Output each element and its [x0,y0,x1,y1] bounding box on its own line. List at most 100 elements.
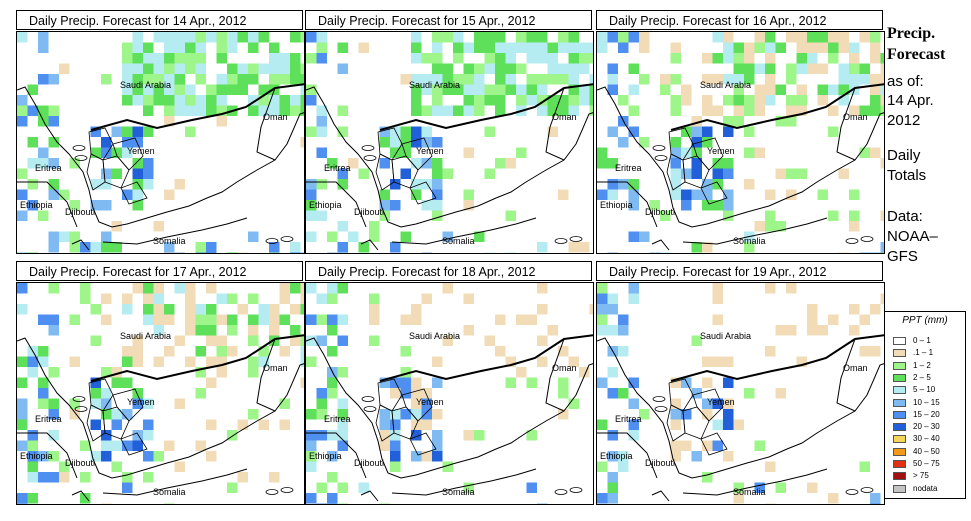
precip-cell [59,231,70,242]
precip-cell [337,283,348,294]
djibouti-border [651,239,670,251]
place-label-oman: Oman [843,363,868,373]
saudi-yemen-border [379,83,593,131]
precip-cell [828,42,839,53]
precip-cell [80,493,91,504]
precip-cell [607,472,618,483]
precip-cell [411,74,422,85]
precip-cell [765,461,776,472]
precip-cell [337,440,348,451]
precip-cell [670,377,681,388]
governorate-boundary [377,378,403,412]
precip-cell [558,32,569,43]
precip-cell [327,377,338,388]
coastline [306,337,593,479]
precip-cell [786,116,797,127]
precip-cell [607,367,618,378]
precip-cell [712,314,723,325]
precip-cell [744,147,755,158]
precip-cell [828,210,839,221]
precip-cell [723,200,734,211]
precip-cell [185,95,196,106]
precip-cell [269,314,280,325]
precip-cell [143,451,154,462]
precip-cell [828,84,839,95]
precip-cell [628,189,639,200]
precip-cell [505,356,516,367]
precip-cell [390,419,401,430]
precip-cell [579,84,590,95]
precip-cell [859,147,870,158]
island-outline [363,406,377,412]
legend-swatch [893,460,906,468]
precip-cell [185,84,196,95]
precip-cell [733,53,744,64]
precip-cell [807,482,818,493]
saudi-yemen-border [90,83,304,131]
precip-cell [744,242,755,253]
precip-cell [111,126,122,137]
precip-cell [132,53,143,64]
precip-cell [27,84,38,95]
precip-cell [327,430,338,441]
legend-label: .1 – 1 [913,348,934,358]
precip-cell [17,168,28,179]
precip-cell [390,200,401,211]
precip-cell [174,63,185,74]
precip-cell [432,168,443,179]
precip-cell [870,42,881,53]
precip-cell [316,398,327,409]
precip-cell [432,105,443,116]
precip-cell [164,116,175,127]
precip-cell [411,388,422,399]
precip-cell [618,137,629,148]
precip-cell [279,283,290,294]
precip-cell [828,53,839,64]
precip-cell [195,314,206,325]
djibouti-border [651,490,670,502]
precip-cell [817,325,828,336]
precip-cell [227,314,238,325]
precip-cell [38,346,49,357]
precip-cell [607,189,618,200]
precip-cell [316,210,327,221]
precip-cell [733,482,744,493]
precip-cell [516,42,527,53]
precip-cell [258,105,269,116]
precip-cell [526,482,537,493]
precip-cell [568,242,579,253]
precip-cell [579,95,590,106]
precip-cell [421,398,432,409]
precip-cell [337,179,348,190]
governorate-boundary [692,388,724,422]
precip-cell [27,367,38,378]
governorate-boundary [375,153,395,191]
precip-map-svg: Saudi Arabia Oman Yemen Eritrea Ethiopia Djib… [306,32,593,253]
precip-cell [589,105,593,116]
side-data-label: Data: [887,208,923,225]
precip-cell [337,430,348,441]
precip-cell [300,283,304,294]
precip-cell [258,304,269,315]
island-outline [554,238,568,244]
precip-cell [327,231,338,242]
precip-cell [607,84,618,95]
precip-cell [216,356,227,367]
precip-cell [101,388,112,399]
precip-cell [269,304,280,315]
precip-cell [660,252,671,253]
precip-cell [306,189,317,200]
precip-cell [400,409,411,420]
precip-cell [337,503,348,504]
somalia-coastline [102,468,248,496]
precip-cell [568,105,579,116]
precip-cell [327,325,338,336]
precip-cell [17,32,28,43]
precip-cell [185,105,196,116]
precip-cell [628,126,639,137]
precip-cell [870,493,881,504]
precip-cell [101,398,112,409]
precip-cell [237,74,248,85]
precip-cell [132,74,143,85]
precip-cell [568,398,579,409]
